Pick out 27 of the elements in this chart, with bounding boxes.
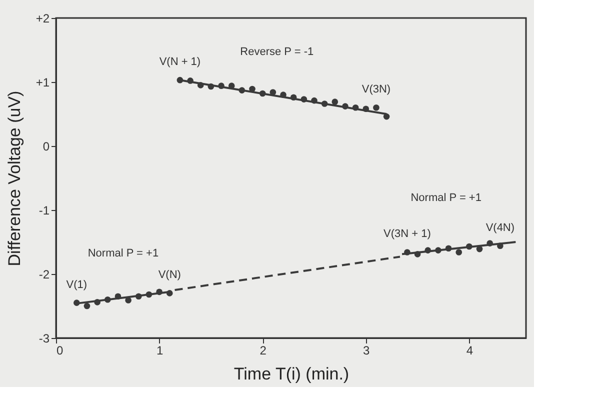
annotation: V(3N): [362, 84, 391, 96]
point: [125, 297, 132, 304]
point: [84, 302, 90, 310]
y-tick-label: -1: [38, 204, 50, 218]
annotation: Reverse P = -1: [240, 46, 314, 58]
x-tick-label: 4: [466, 344, 474, 358]
x-tick-label: 3: [363, 344, 370, 358]
x-tick-label: 1: [156, 344, 164, 358]
annotation: V(3N + 1): [384, 228, 431, 240]
point: [373, 104, 380, 111]
annotation: Normal P = +1: [410, 192, 482, 204]
x-axis-title: Time T(i) (min.): [234, 364, 350, 384]
point: [332, 98, 338, 105]
annotation: V(4N): [486, 222, 515, 234]
y-tick-label: 0: [42, 140, 50, 154]
y-axis-title: Difference Voltage (uV): [4, 90, 24, 266]
y-tick-label: +2: [36, 12, 50, 26]
annotation: Normal P = +1: [88, 248, 159, 260]
annotation: V(N): [158, 269, 181, 282]
point: [456, 249, 462, 256]
y-tick-label: +1: [36, 76, 50, 90]
x-tick-label: 0: [56, 344, 64, 358]
annotation: V(1): [66, 278, 88, 291]
x-tick-label: 2: [260, 344, 267, 358]
y-tick-label: -2: [38, 268, 50, 282]
y-tick-label: -3: [38, 332, 50, 346]
annotation: V(N + 1): [159, 56, 201, 68]
